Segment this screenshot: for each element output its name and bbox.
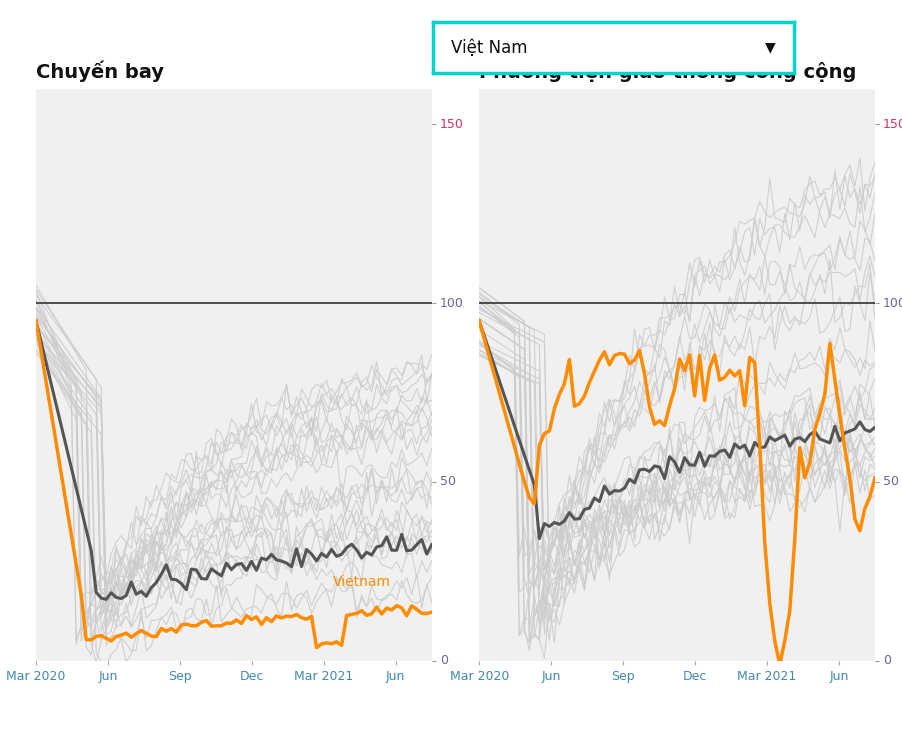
Text: 150: 150: [439, 118, 464, 131]
Text: Chuyến bay: Chuyến bay: [36, 60, 164, 81]
Text: 0: 0: [883, 654, 891, 667]
Text: Phương tiện giao thông công cộng: Phương tiện giao thông công cộng: [479, 62, 857, 81]
Text: 50: 50: [883, 476, 899, 488]
Text: ▼: ▼: [765, 40, 776, 55]
Text: 150: 150: [883, 118, 902, 131]
Text: Việt Nam: Việt Nam: [451, 39, 528, 57]
Text: 100: 100: [439, 297, 464, 310]
Text: Vietnam: Vietnam: [333, 575, 391, 589]
Text: 100: 100: [883, 297, 902, 310]
Text: 50: 50: [439, 476, 456, 488]
Text: 0: 0: [439, 654, 447, 667]
